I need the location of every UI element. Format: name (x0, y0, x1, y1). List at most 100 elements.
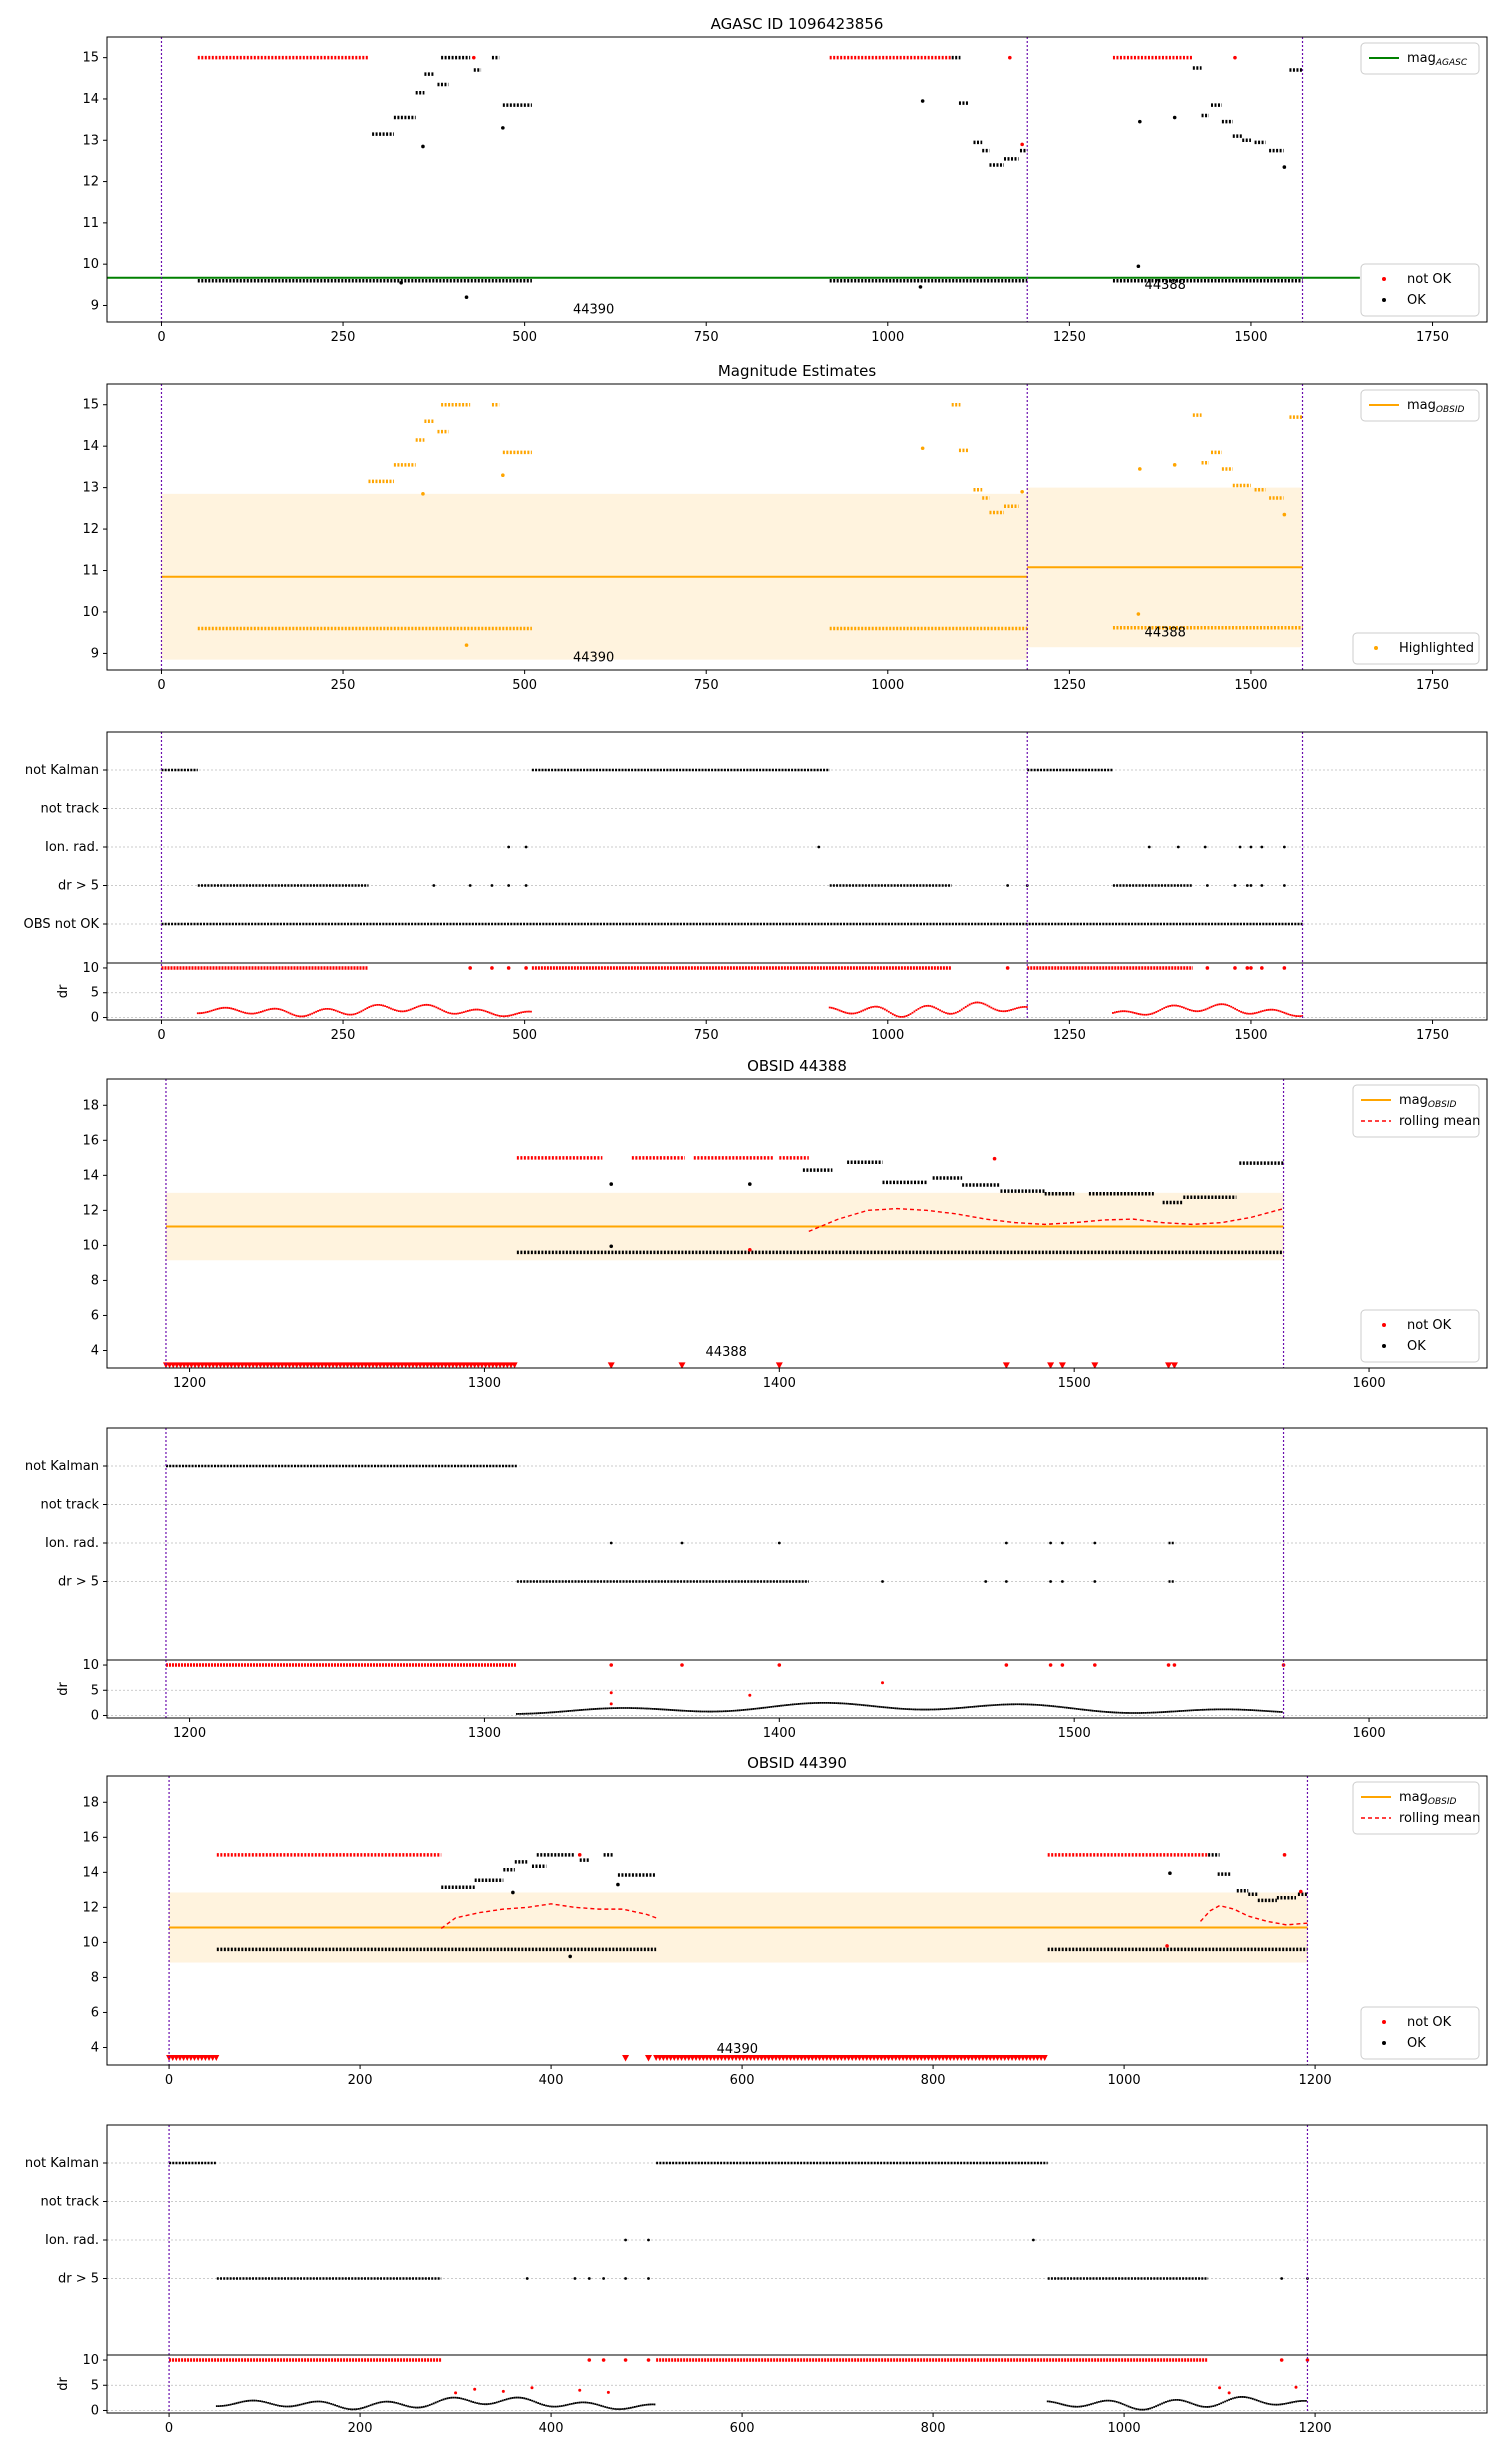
y-tick-label: 8 (91, 1273, 99, 1288)
dr-capped-point (490, 966, 494, 970)
x-tick-label: 1000 (871, 1028, 904, 1043)
flag-label: not Kalman (25, 2156, 99, 2171)
dr-capped-point (1048, 1663, 1053, 1667)
flag-label: dr > 5 (58, 879, 99, 894)
lower-limit-marker (1091, 1362, 1099, 1368)
y-tick-label: 15 (82, 51, 99, 66)
flag-point (624, 2238, 627, 2242)
magnitude-point (920, 446, 925, 451)
flag-point (1260, 845, 1264, 849)
legend-label-text: mag (1407, 398, 1436, 413)
dr-values (1046, 2396, 1307, 2411)
flag-label: dr > 5 (58, 2272, 99, 2287)
lower-limit-marker (622, 2054, 630, 2062)
panel-5: not Kalman not track Ion. rad. dr > 5 0 5 10 dr… (25, 1427, 1488, 1741)
legend-box (1352, 1781, 1480, 1835)
chart-title: Magnitude Estimates (718, 362, 876, 380)
obsid-annotation: 44388 (1145, 278, 1186, 293)
lower-limit-markers (653, 2054, 1048, 2061)
y-tick-label: 14 (82, 92, 99, 107)
dr-capped-point (1305, 2358, 1310, 2362)
flag-point (609, 1541, 613, 1545)
legend-box (1360, 263, 1480, 317)
panel-6: OBSID 44390 4 6 8 10 12 14 16 18 44390 0 200 400 600 8… (82, 1754, 1488, 2088)
flag-point (624, 2277, 627, 2280)
flag-label: Ion. rad. (45, 2233, 99, 2248)
obsid-annotation: 44388 (706, 1345, 747, 1360)
magnitude-point (1282, 165, 1287, 169)
dr-axis-label: dr (56, 1682, 71, 1696)
magnitude-point (609, 1244, 614, 1249)
dr-capped-point (1060, 1663, 1065, 1667)
dr-capped-point (1249, 966, 1253, 970)
dr-point (530, 2386, 534, 2390)
legend-label-subscript: OBSID (1428, 1100, 1457, 1110)
flag-point (1233, 884, 1237, 887)
legend-bottom: Highlighted (1352, 632, 1480, 665)
x-tick-label: 800 (921, 2073, 946, 2088)
dr-values (1112, 1003, 1304, 1018)
y-tick-label: 18 (82, 1098, 99, 1113)
dr-tick-label: 5 (91, 1683, 99, 1698)
flag-point (524, 845, 528, 849)
x-tick-label: 1200 (173, 1726, 206, 1741)
flag-point (432, 884, 436, 887)
magnitude-point (1165, 1944, 1169, 1948)
dr-capped-point (1166, 1663, 1171, 1667)
x-tick-label: 200 (348, 2421, 373, 2436)
flag-point (573, 2277, 577, 2280)
dr-point (501, 2389, 505, 2393)
x-tick-label: 0 (157, 678, 165, 693)
dr-tick-label: 0 (91, 1011, 99, 1026)
dr-tick-label: 0 (91, 2403, 99, 2418)
magnitude-point (918, 285, 923, 289)
magnitude-point (1168, 1871, 1172, 1876)
dr-values (515, 1701, 1283, 1715)
y-tick-label: 12 (82, 1203, 99, 1218)
y-tick-label: 11 (82, 216, 99, 231)
legend-marker (1382, 1323, 1386, 1327)
y-tick-label: 6 (91, 1308, 99, 1323)
x-tick-label: 1500 (1234, 330, 1267, 345)
flag-label: not Kalman (25, 1459, 99, 1474)
dr-capped-point (506, 966, 511, 970)
dr-point (881, 1681, 885, 1685)
dr-capped-point (1005, 966, 1010, 970)
x-tick-label: 0 (165, 2421, 173, 2436)
plot-area (107, 1428, 1487, 1718)
legend-marker (1382, 1344, 1386, 1348)
x-tick-label: 1000 (1108, 2421, 1141, 2436)
plot-area (107, 2125, 1487, 2413)
legend-label-text: not OK (1407, 2015, 1452, 2030)
obsid-annotation: 44390 (573, 651, 614, 666)
flag-point (1282, 884, 1286, 887)
dr-point (748, 1693, 752, 1697)
lower-limit-markers (166, 2054, 220, 2061)
y-tick-label: 16 (82, 1133, 99, 1148)
flag-point (587, 2277, 591, 2280)
x-tick-label: 500 (512, 1028, 537, 1043)
flag-label: not track (40, 2195, 99, 2210)
rolling-mean-line (440, 1903, 1308, 1929)
panel-1: AGASC ID 1096423856 9 10 11 12 13 14 15 44390 443… (82, 15, 1488, 345)
dr-capped-point (1233, 966, 1237, 970)
dr-values (196, 1003, 532, 1018)
x-tick-label: 1600 (1353, 1726, 1386, 1741)
chart-title: AGASC ID 1096423856 (711, 15, 884, 33)
x-tick-label: 1000 (871, 678, 904, 693)
legend-label-subscript: OBSID (1428, 1797, 1457, 1807)
dr-values (828, 1001, 1028, 1018)
x-tick-label: 750 (694, 330, 719, 345)
flag-point (1147, 845, 1151, 849)
flag-point (1049, 1541, 1052, 1545)
legend-bottom: not OK OK (1360, 2006, 1480, 2060)
x-tick-label: 1750 (1416, 330, 1449, 345)
y-tick-label: 12 (82, 175, 99, 190)
magnitude-point (1020, 489, 1024, 494)
dr-capped-point (468, 966, 472, 970)
x-tick-label: 200 (348, 2073, 373, 2088)
dr-point (454, 2391, 458, 2395)
legend-label-text: mag (1399, 1790, 1428, 1805)
dr-capped-point (1279, 2358, 1284, 2362)
legend-top: magAGASC (1360, 42, 1480, 75)
